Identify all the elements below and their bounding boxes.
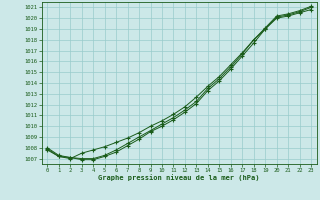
X-axis label: Graphe pression niveau de la mer (hPa): Graphe pression niveau de la mer (hPa): [99, 175, 260, 181]
